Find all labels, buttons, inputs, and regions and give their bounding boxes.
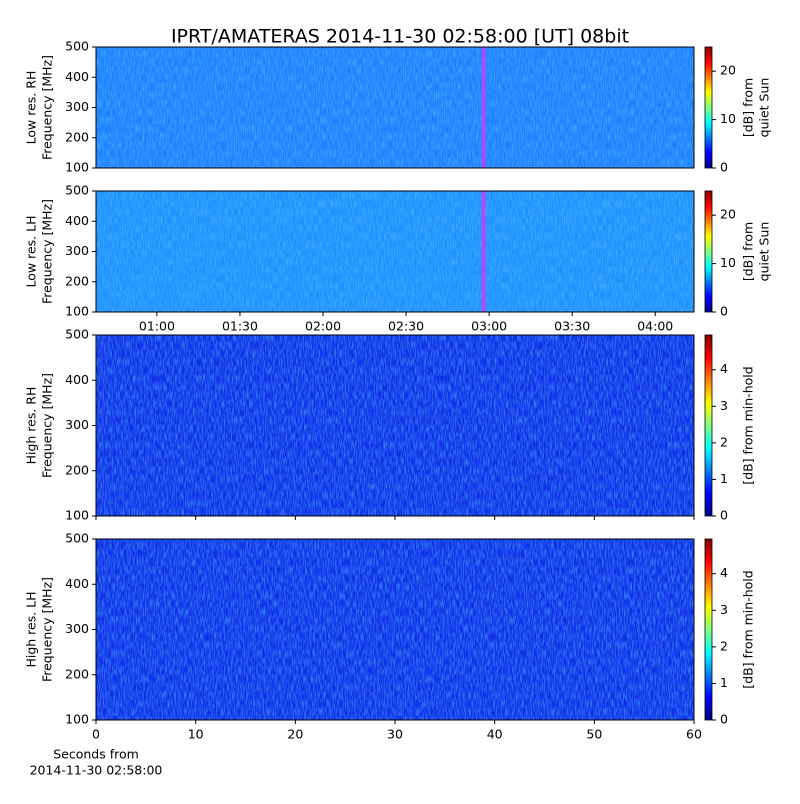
x-tick-label: 40 [487, 727, 503, 742]
y-tick-label: 100 [65, 160, 89, 175]
colorbar-tick-label: 2 [720, 638, 728, 653]
colorbar-tick-label: 1 [720, 471, 728, 486]
x-tick-label: 04:00 [637, 319, 673, 334]
y-tick-label: 300 [65, 621, 89, 636]
y-tick-label: 400 [65, 372, 89, 387]
colorbar-tick-label: 4 [720, 565, 728, 580]
y-tick-label: 300 [65, 417, 89, 432]
colorbar [704, 538, 713, 721]
colorbar [704, 334, 713, 517]
colorbar-tick-label: 0 [720, 304, 728, 319]
y-tick-label: 300 [65, 99, 89, 114]
colorbar-tick-label: 10 [720, 255, 736, 270]
y-axis-label: Low res. RH [24, 71, 39, 145]
colorbar-tick-label: 3 [720, 602, 728, 617]
colorbar-tick-label: 20 [720, 207, 736, 222]
colorbar-tick-label: 0 [720, 712, 728, 727]
chart-title: IPRT/AMATERAS 2014-11-30 02:58:00 [UT] 0… [171, 26, 629, 48]
y-axis-label: High res. RH [24, 387, 39, 465]
colorbar-tick-label: 0 [720, 160, 728, 175]
x-tick-label: 01:00 [139, 319, 175, 334]
y-tick-label: 500 [65, 327, 89, 342]
x-axis-label: 2014-11-30 02:58:00 [30, 763, 163, 778]
spectrogram-texture [96, 47, 694, 168]
y-tick-label: 400 [65, 69, 89, 84]
colorbar-label: [dB] from [741, 78, 756, 137]
x-axis-label: Seconds from [53, 747, 139, 762]
y-tick-label: 100 [65, 712, 89, 727]
x-tick-label: 01:30 [222, 319, 258, 334]
y-tick-label: 200 [65, 666, 89, 681]
colorbar-label: [dB] from min-hold [741, 570, 756, 688]
y-axis-label: Frequency [MHz] [40, 373, 55, 478]
x-tick-label: 20 [287, 727, 303, 742]
y-tick-label: 200 [65, 129, 89, 144]
colorbar-label: quiet Sun [757, 78, 772, 138]
y-axis-label: High res. LH [24, 591, 39, 667]
x-tick-label: 60 [686, 727, 702, 742]
colorbar-tick-label: 2 [720, 434, 728, 449]
x-tick-label: 02:00 [305, 319, 341, 334]
colorbar-label: [dB] from min-hold [741, 366, 756, 484]
y-tick-label: 500 [65, 39, 89, 54]
spectrogram-texture [96, 191, 694, 312]
colorbar-tick-label: 1 [720, 675, 728, 690]
x-tick-label: 30 [387, 727, 403, 742]
colorbar-label: quiet Sun [757, 222, 772, 282]
colorbar-label: [dB] from [741, 222, 756, 281]
colorbar [704, 46, 713, 169]
x-tick-label: 02:30 [388, 319, 424, 334]
y-tick-label: 200 [65, 273, 89, 288]
y-tick-label: 100 [65, 304, 89, 319]
x-tick-label: 03:30 [554, 319, 590, 334]
x-tick-label: 10 [188, 727, 204, 742]
colorbar-tick-label: 4 [720, 361, 728, 376]
colorbar-tick-label: 20 [720, 63, 736, 78]
colorbar-tick-label: 3 [720, 398, 728, 413]
y-tick-label: 100 [65, 508, 89, 523]
y-tick-label: 200 [65, 462, 89, 477]
x-tick-label: 03:00 [471, 319, 507, 334]
y-axis-label: Frequency [MHz] [40, 199, 55, 304]
x-tick-label: 50 [586, 727, 602, 742]
colorbar-tick-label: 0 [720, 508, 728, 523]
y-axis-label: Frequency [MHz] [40, 55, 55, 160]
y-tick-label: 300 [65, 243, 89, 258]
y-axis-label: Frequency [MHz] [40, 577, 55, 682]
spectrogram-texture [96, 335, 694, 516]
y-tick-label: 400 [65, 576, 89, 591]
y-tick-label: 500 [65, 531, 89, 546]
colorbar [704, 190, 713, 313]
spectrogram-texture [96, 539, 694, 720]
y-tick-label: 400 [65, 213, 89, 228]
y-axis-label: Low res. LH [24, 216, 39, 288]
colorbar-tick-label: 10 [720, 111, 736, 126]
x-tick-label: 0 [92, 727, 100, 742]
y-tick-label: 500 [65, 183, 89, 198]
